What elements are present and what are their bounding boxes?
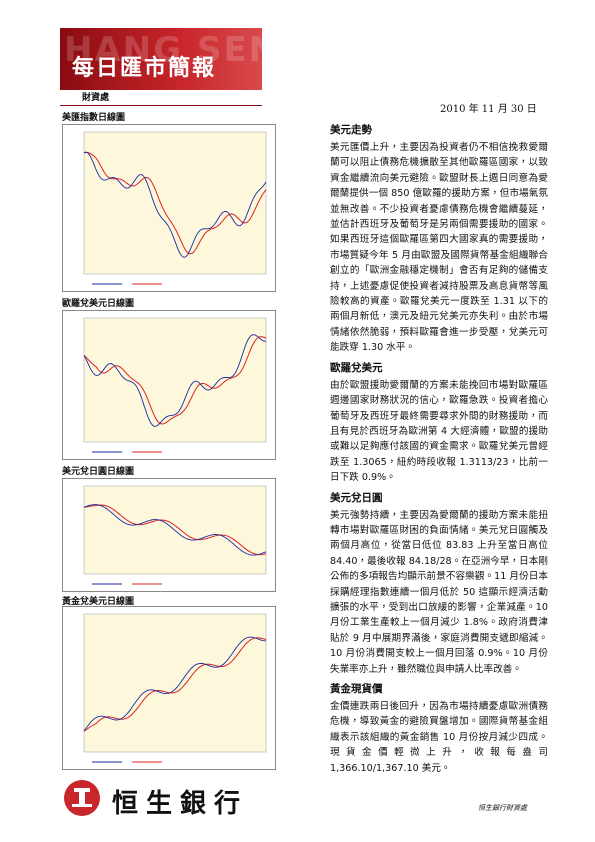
section-body: 美元強勢持續，主要因為愛爾蘭的援助方案未能扭轉市場對歐羅區財困的負面情緒。美元兌…	[330, 509, 548, 675]
section-body: 由於歐盟援助愛爾蘭的方案未能挽回市場對歐羅區週邊國家財務狀況的信心，歐羅急跌。投…	[330, 379, 548, 484]
chart-title: 美元兌日圓日線圖	[62, 467, 135, 477]
section-body: 美元匯價上升，主要因為投資者仍不相信挽救愛爾蘭可以阻止債務危機擴散至其他歐羅區國…	[330, 142, 548, 354]
report-title: 每日匯市簡報	[72, 56, 217, 81]
chart-decoration	[83, 151, 267, 255]
bank-name: 恒生銀行	[112, 789, 249, 819]
logo	[64, 780, 100, 816]
date: 2010 年 11 月 30 日	[440, 104, 537, 115]
section-heading: 美元走勢	[330, 124, 372, 136]
chart-decoration	[83, 637, 267, 732]
section-heading: 歐羅兌美元	[330, 361, 383, 374]
chart-decoration	[83, 636, 267, 732]
section-heading: 黃金現貨價	[330, 683, 383, 695]
chart-decoration	[83, 151, 267, 258]
chart-image	[62, 478, 276, 592]
section-heading: 美元兌日圓	[330, 491, 383, 504]
chart-title: 美匯指數日線圖	[62, 113, 126, 123]
chart-decoration	[83, 334, 267, 427]
chart-title: 歐羅兌美元日線圖	[62, 299, 135, 309]
banner: HANG SENG 每日匯市簡報	[60, 28, 262, 90]
chart-image	[62, 124, 276, 292]
watermark: HANG SENG	[64, 30, 262, 70]
chart-decoration	[83, 504, 267, 556]
footer-note: 恒生銀行財資處	[478, 804, 527, 812]
chart-title: 黃金兌美元日線圖	[62, 597, 135, 607]
chart-decoration	[83, 317, 267, 443]
chart-decoration	[83, 131, 267, 275]
chart-image	[62, 310, 276, 460]
chart-image	[62, 606, 276, 770]
chart-decoration	[83, 504, 267, 556]
commentary: 美元走勢 美元匯價上升，主要因為投資者仍不相信挽救愛爾蘭可以阻止債務危機擴散至其…	[330, 118, 548, 778]
department: 財資處	[60, 90, 262, 106]
section-body: 金價連跌兩日後回升，因為市場持續憂慮歐洲債務危機，導致黃金的避險買盤增加。國際貨…	[330, 701, 548, 774]
chart-decoration	[83, 613, 267, 753]
